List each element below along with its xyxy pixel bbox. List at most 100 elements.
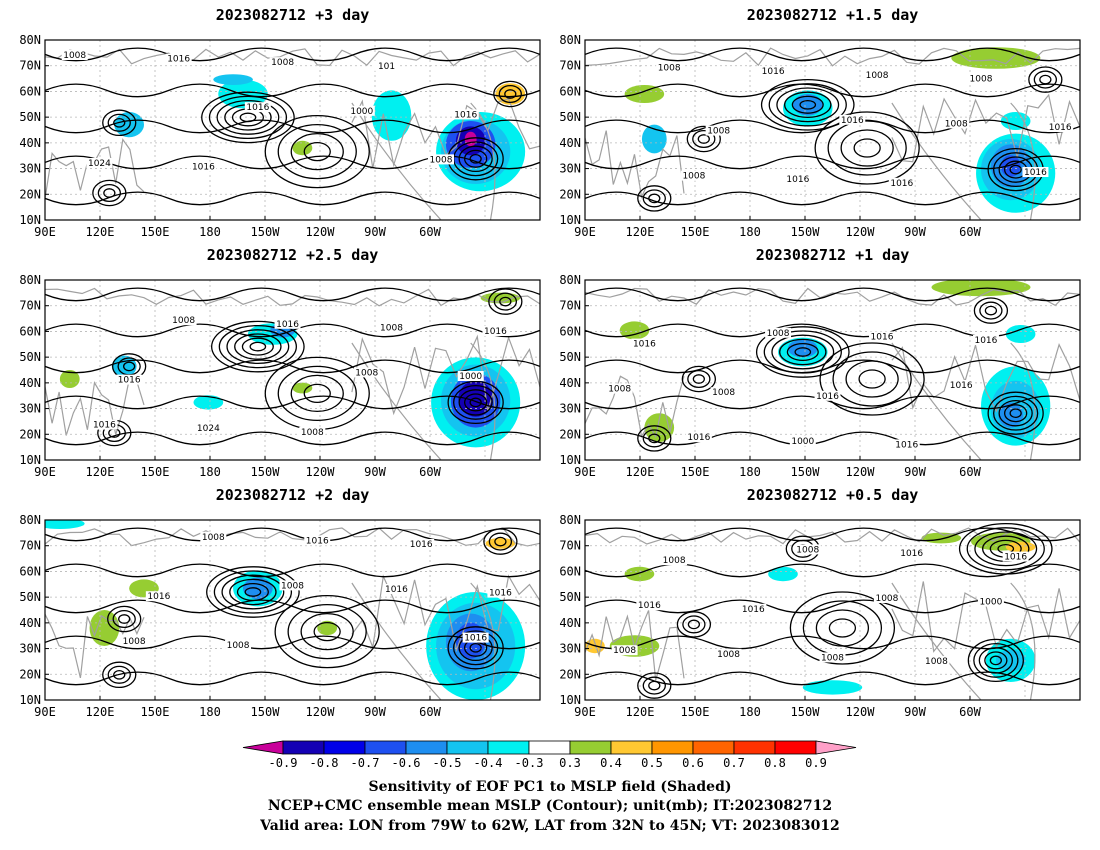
panel-frame [584,39,1081,221]
shaded-region [193,395,224,410]
lat-tick-label: 20N [19,187,41,201]
high-pressure-contour [819,342,925,416]
lon-tick-label: 150E [141,705,170,719]
low-pressure-contour [201,91,295,144]
high-pressure-contour [313,621,341,642]
low-pressure-contour [211,320,305,373]
lon-tick-label: 60W [959,465,981,479]
contour-label: 1016 [895,440,918,450]
lon-tick-label: 90E [574,705,596,719]
low-pressure-contour [234,333,282,360]
contour-label: 1000 [459,372,482,382]
contour-label: 1000 [979,598,1002,608]
low-pressure-contour [637,185,672,212]
contour-label: 1008 [682,172,705,182]
low-pressure-contour [469,642,482,653]
colorbar-swatch [651,740,694,755]
contour-label: 1008 [925,657,948,667]
colorbar-swatch [487,740,530,755]
lat-tick-label: 20N [559,427,581,441]
contour-label: 1008 [123,637,146,647]
axis-labels: 90E 120E 150E 180 150W 120W 90W 60W 80N 70N 60N 50N… [19,273,441,479]
contour-label: 1008 [707,127,730,137]
lat-tick-label: 70N [559,59,581,73]
low-pressure-contour [494,536,507,547]
shaded-region [292,140,313,156]
lat-tick-label: 10N [559,213,581,227]
colorbar-swatch [774,740,817,755]
mslp-contours [585,287,1080,452]
low-pressure-contour [984,305,998,316]
lon-tick-label: 180 [199,465,221,479]
lat-tick-label: 10N [559,693,581,707]
shaded-region [1005,325,1036,343]
contour-label: 1000 [350,107,373,117]
colorbar-tick-label: -0.7 [351,756,380,770]
low-pressure-contour [799,99,817,110]
low-pressure-contour [794,347,812,357]
contour-label: 1016 [890,179,913,189]
low-pressure-contour [458,145,493,173]
low-pressure-contour [648,193,661,204]
contour-label: 101 [378,62,395,72]
contour-label: 1016 [464,634,487,644]
lat-tick-label: 40N [559,376,581,390]
low-pressure-contour [978,647,1013,674]
contour-label: 1008 [663,556,686,566]
low-pressure-contour [1033,70,1057,89]
axis-labels: 90E 120E 150E 180 150W 120W 90W 60W 80N 70N 60N 50N… [19,513,441,719]
lon-tick-label: 90W [904,225,926,239]
high-pressure-contour [277,123,357,180]
low-pressure-contour [676,611,712,638]
colorbar-swatch [405,740,448,755]
lat-tick-label: 60N [559,84,581,98]
lon-tick-label: 90W [904,705,926,719]
lon-tick-label: 120W [306,465,336,479]
shaded-region [624,85,665,103]
contour-label: 1008 [945,119,968,129]
lon-tick-label: 60W [419,225,441,239]
contour-label: 1008 [613,646,636,656]
lat-tick-label: 40N [19,616,41,630]
colorbar-tick-label: -0.5 [433,756,462,770]
low-pressure-contour [692,374,705,384]
contour-label: 1008 [301,428,324,438]
contour-label: 1016 [638,601,661,611]
lat-tick-label: 70N [19,59,41,73]
low-pressure-contour [249,341,267,352]
panel-frame [44,39,541,221]
colorbar-tick-label: 0.4 [600,756,622,770]
high-pressure-contour [828,618,857,638]
high-pressure-contour [832,351,912,407]
low-pressure-contour [447,380,504,425]
low-pressure-contour [239,112,257,123]
lon-tick-label: 90E [574,225,596,239]
low-pressure-contour [107,113,131,132]
high-pressure-contour [303,141,331,162]
lat-tick-label: 50N [559,590,581,604]
low-pressure-contour [208,95,288,140]
shaded-region [213,74,253,85]
low-pressure-contour [458,389,493,416]
lon-tick-label: 90W [364,465,386,479]
low-pressure-contour [998,399,1033,427]
low-pressure-contour [452,384,499,420]
low-pressure-contour [107,605,142,633]
contour-label: 1008 [796,545,819,555]
panel-title: 2023082712 +2 day [216,486,370,504]
low-pressure-contour [97,183,121,203]
high-pressure-contour [815,609,870,647]
contour-label: 1008 [658,64,681,74]
low-pressure-contour [206,566,300,618]
mslp-contours [585,47,1080,212]
map-panel-5: 2023082712 +2 day 1008 1016 1008 1016 1008 101… [19,486,541,719]
panel-title: 2023082712 +1 day [756,246,910,264]
high-pressure-contour [827,120,907,176]
lat-tick-label: 50N [19,350,41,364]
low-pressure-contour [488,532,513,551]
colorbar-end-low [242,740,284,755]
panel-title: 2023082712 +1.5 day [747,6,919,24]
lon-tick-label: 180 [739,225,761,239]
low-pressure-contour [989,655,1002,666]
lat-tick-label: 80N [559,273,581,287]
